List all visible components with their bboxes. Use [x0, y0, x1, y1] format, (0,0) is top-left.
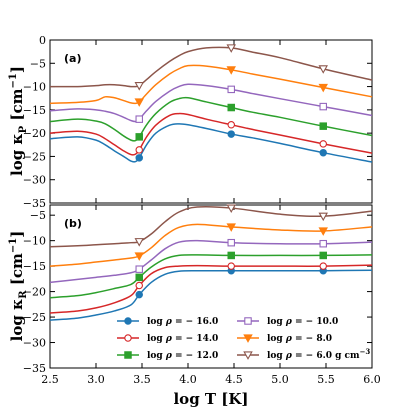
panel-b-ytick-label: −35 [23, 362, 46, 375]
legend-label-0: log ρ = − 16.0 [147, 317, 218, 327]
legend-marker-3 [243, 334, 253, 343]
panel-b-series-0-marker-0 [135, 290, 143, 299]
panel-b-ytick-label: −10 [23, 235, 46, 248]
panel-b-series-1-marker-1 [227, 262, 235, 270]
panel-a-series-5-marker-1 [226, 44, 236, 53]
panel-b-ytick-label: −25 [23, 311, 46, 324]
panel-a-series-2-marker-0 [135, 133, 143, 141]
panel-a-series-1-marker-2 [319, 140, 327, 148]
x-tick-label: 5.5 [317, 373, 335, 386]
panel-a-series-0-marker-0 [135, 154, 143, 162]
panel-b-ytick-label: −30 [23, 337, 46, 350]
legend-marker-2 [124, 334, 132, 342]
panel-a: 0 −5 −10 −15 −20 −25 −30 −35 (a) log κP [cm−1] [8, 34, 373, 210]
panel-a-series [49, 44, 373, 163]
panel-a-series-4-marker-1 [226, 66, 236, 75]
panel-a-label: (a) [64, 52, 81, 65]
panel-a-series-line-2 [49, 96, 373, 142]
panel-b-series-3-marker-1 [227, 238, 235, 247]
panel-b-ytick-label: −5 [30, 209, 46, 222]
panel-a-series-2-marker-2 [319, 122, 327, 130]
legend-marker-1 [244, 317, 252, 325]
panel-a-ytick-label: −20 [23, 127, 46, 140]
panel-a-ytick-label: 0 [39, 34, 46, 47]
panel-a-series-4-marker-2 [318, 83, 328, 93]
panel-b-series-2-marker-1 [227, 251, 235, 260]
panel-a-series-line-5 [49, 46, 373, 88]
x-tick-label: 4.5 [225, 373, 243, 386]
panel-a-series-4-marker-0 [134, 98, 144, 107]
x-tick-label: 5.0 [271, 373, 289, 386]
x-tick-label: 6.0 [363, 373, 381, 386]
legend-label-5: log ρ = − 6.0 g cm−3 [267, 347, 370, 361]
panel-b-series-line-0 [49, 269, 373, 321]
panel-b-ytick-label: −15 [23, 260, 46, 273]
panel-b-ytick-label: −20 [23, 286, 46, 299]
panel-a-series-1-marker-1 [227, 121, 235, 129]
panel-a-series-1-marker-0 [135, 146, 143, 154]
panel-a-series-0-marker-2 [319, 148, 327, 157]
panel-a-ytick-label: −35 [23, 197, 46, 210]
legend-label-2: log ρ = − 14.0 [147, 334, 218, 344]
panel-b-series [49, 204, 373, 321]
panel-a-ylabel: log κP [cm−1] [8, 66, 29, 176]
panel-b-series-line-4 [49, 223, 373, 267]
panel-a-ytick-label: −15 [23, 104, 46, 117]
x-axis-label: log T [K] [173, 390, 248, 408]
panel-b-series-line-1 [49, 264, 373, 314]
panel-b-series-4-marker-2 [318, 227, 328, 236]
legend-marker-4 [124, 351, 132, 359]
panel-b-series-4-marker-0 [134, 252, 144, 261]
panel-a-series-5-marker-2 [318, 65, 328, 74]
panel-a-ytick-label: −10 [23, 81, 46, 94]
panel-b-series-line-5 [49, 205, 373, 248]
panel-a-ytick-label: −5 [30, 57, 46, 70]
panel-b-ticks: −5 −10 −15 −20 −25 −30 −35 [23, 205, 373, 375]
panel-b-series-1-marker-2 [319, 262, 327, 270]
panel-b-series-5-marker-0 [134, 238, 144, 247]
panel-b-series-5-marker-2 [318, 212, 328, 222]
panel-a-series-3-marker-0 [135, 115, 143, 123]
panel-a-series-line-4 [49, 64, 373, 105]
panel-a-series-5-marker-0 [134, 82, 144, 91]
legend-label-3: log ρ = − 8.0 [267, 334, 332, 344]
x-tick-label: 3.5 [133, 373, 151, 386]
panel-a-series-0-marker-1 [227, 130, 235, 138]
panel-b-frame [49, 204, 373, 369]
panel-a-series-line-0 [49, 123, 373, 163]
legend-marker-5 [243, 351, 253, 360]
x-tick-label: 3.0 [87, 373, 105, 386]
legend-label-1: log ρ = − 10.0 [267, 317, 338, 327]
panel-b-series-5-marker-1 [226, 204, 236, 213]
legend-marker-0 [124, 317, 132, 325]
panel-b-ylabel: log κR [cm−1] [8, 231, 29, 342]
panel-b-series-1-marker-0 [135, 281, 143, 290]
panel-b-label: (b) [64, 217, 82, 230]
panel-b-series-line-3 [49, 239, 373, 284]
panel-b-series-2-marker-0 [135, 273, 143, 282]
legend: log ρ = − 16.0 log ρ = − 10.0 log ρ = − 14… [117, 317, 370, 361]
panel-a-series-line-3 [49, 83, 373, 123]
x-tick-label: 2.5 [41, 373, 59, 386]
panel-a-series-2-marker-1 [227, 103, 235, 112]
legend-label-4: log ρ = − 12.0 [147, 351, 218, 361]
panel-a-ytick-label: −25 [23, 150, 46, 163]
panel-a-ticks: 0 −5 −10 −15 −20 −25 −30 −35 [23, 34, 373, 210]
panel-b-series-3-marker-2 [319, 239, 327, 248]
panel-b-series-2-marker-2 [319, 251, 327, 260]
panel-a-series-3-marker-1 [227, 85, 235, 94]
x-tick-label: 4.0 [179, 373, 197, 386]
panel-b-series-3-marker-0 [135, 265, 143, 273]
panel-b: −5 −10 −15 −20 −25 −30 −35 (b) log κR [cm−1] l… [8, 204, 373, 375]
panel-a-ytick-label: −30 [23, 174, 46, 187]
panel-b-series-4-marker-1 [226, 223, 236, 232]
panel-a-series-3-marker-2 [319, 102, 327, 111]
panel-a-series-line-1 [49, 112, 373, 156]
x-axis-ticks: 2.5 3.0 3.5 4.0 4.5 5.0 5.5 6.0 [41, 373, 381, 386]
panel-b-series-line-2 [49, 254, 373, 299]
